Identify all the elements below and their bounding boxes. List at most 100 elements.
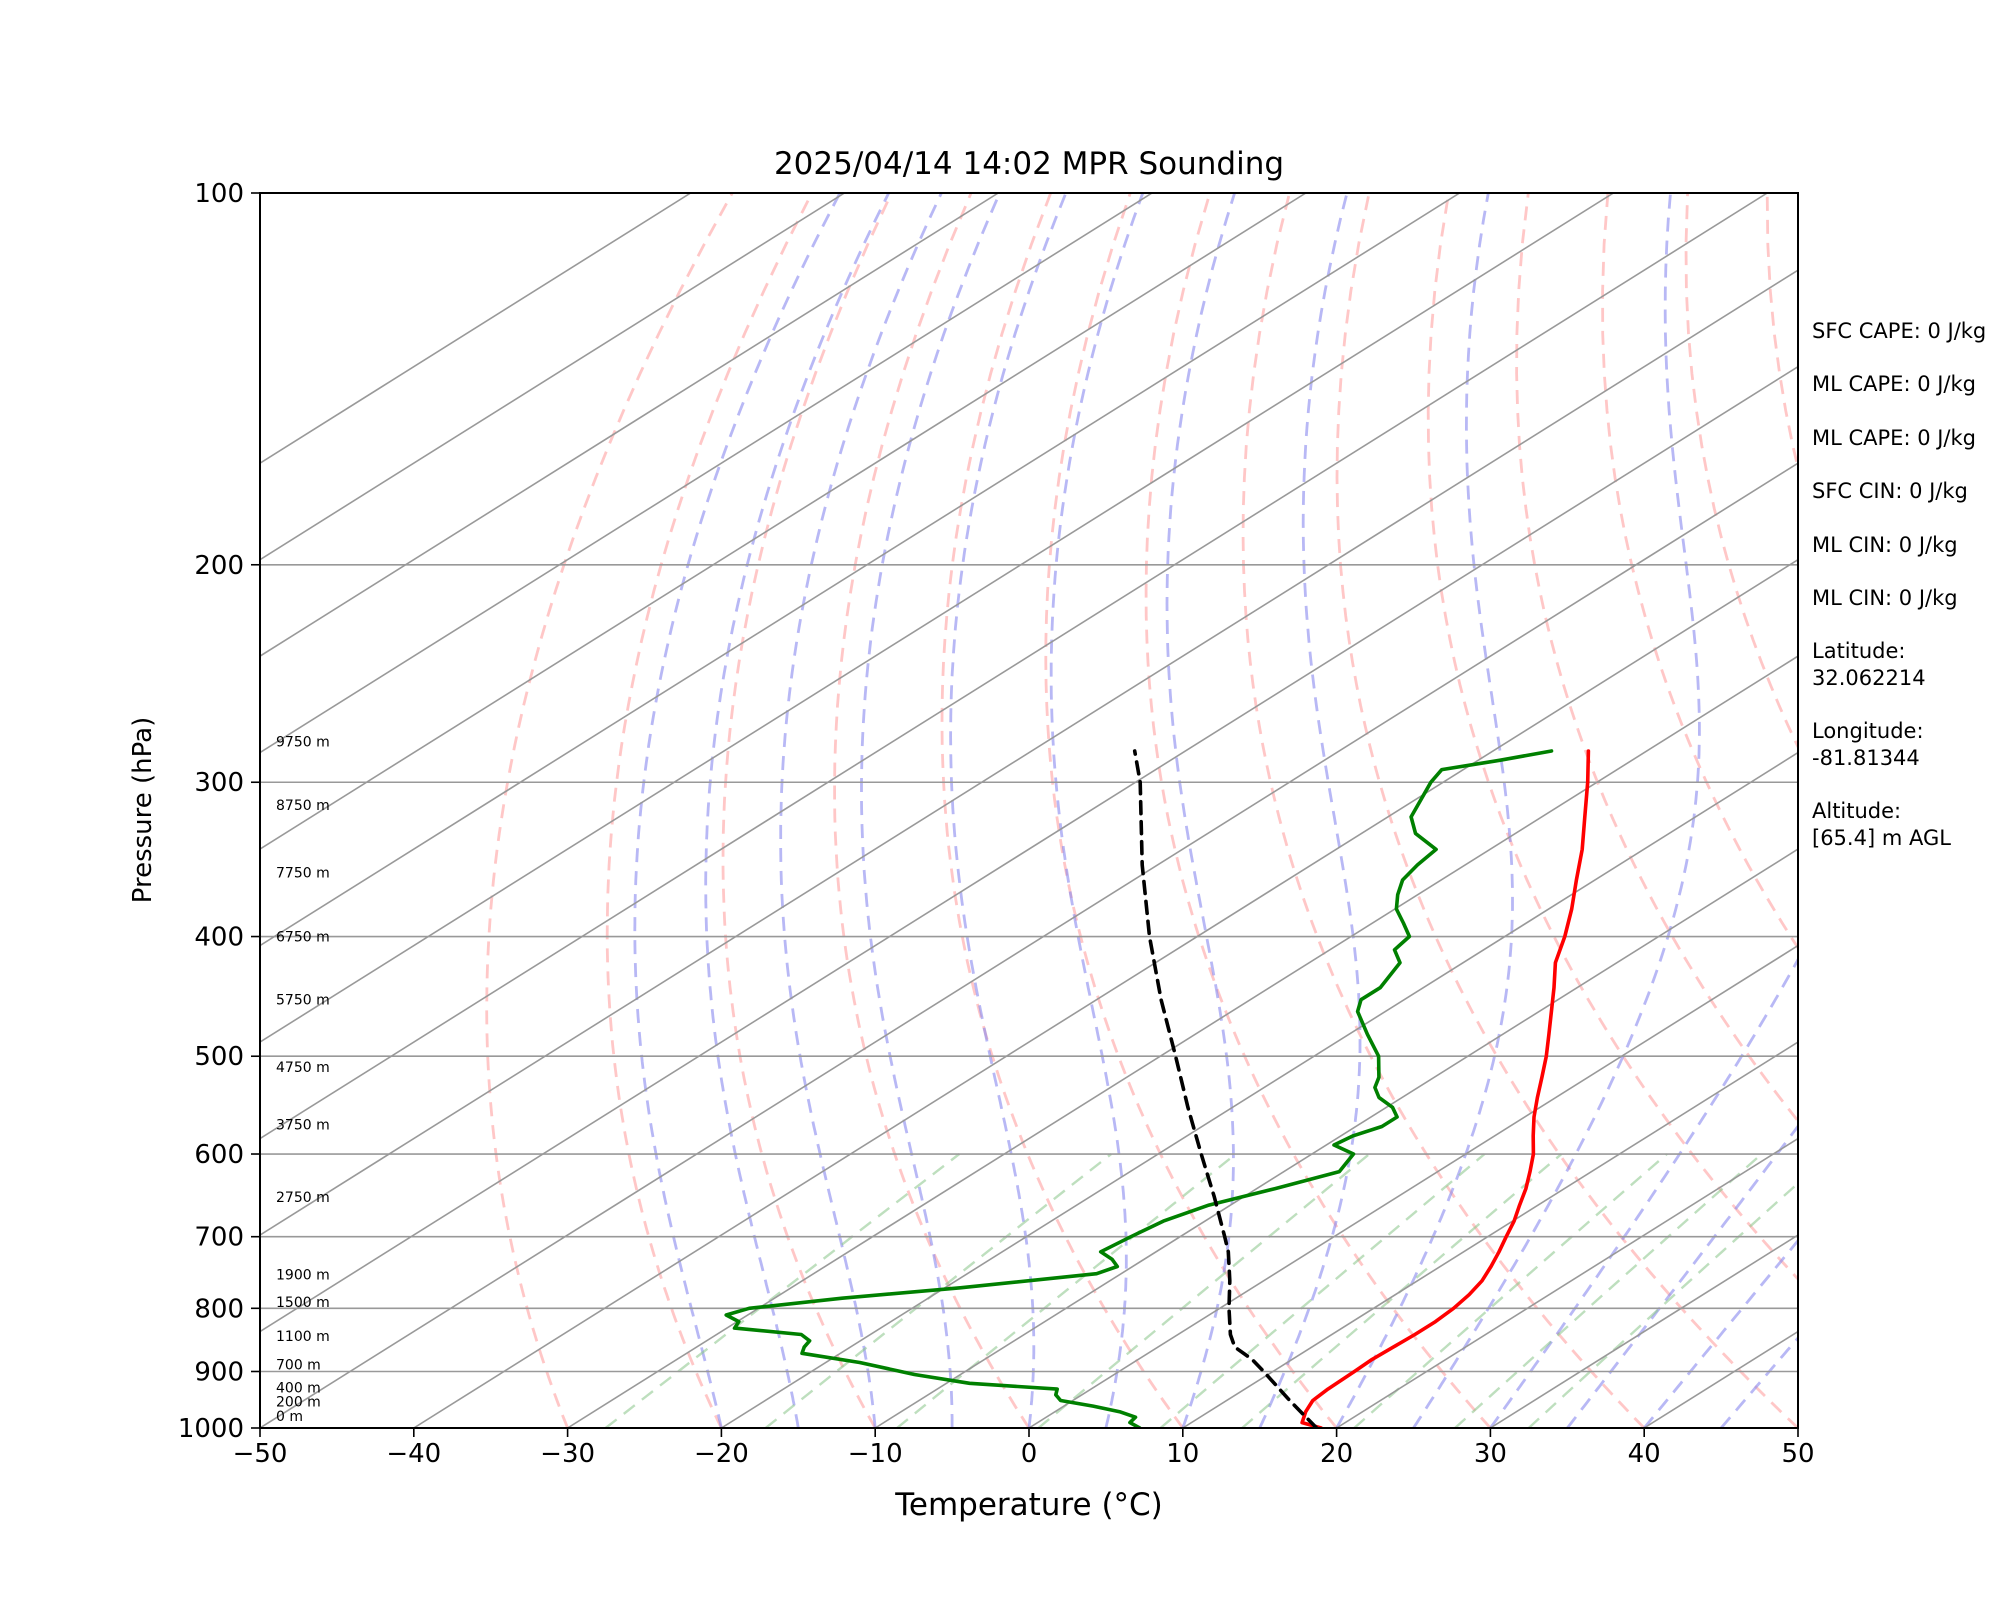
moist-adiabat-line (1258, 193, 1362, 1428)
isotherm-line (413, 558, 1798, 1428)
ml-cape-text: ML CAPE: 0 J/kg (1812, 426, 1977, 450)
longitude-text: Longitude: -81.81344 (1812, 719, 1924, 770)
altitude-text: Altitude: [65.4] m AGL (1812, 799, 1951, 850)
dry-adiabat-line (1144, 193, 1492, 1428)
x-tick-label: 40 (1628, 1439, 1661, 1469)
isotherm-line (260, 462, 1798, 1428)
dry-adiabat-line (485, 193, 734, 1428)
dry-adiabat-line (833, 193, 1031, 1428)
sfc-cape-text: SFC CAPE: 0 J/kg (1812, 319, 1987, 343)
moist-adiabat-line (704, 193, 890, 1428)
height-label: 3750 m (276, 1118, 330, 1134)
isotherm-line (260, 193, 999, 658)
isotherm-line (260, 193, 845, 561)
x-tick-label: −50 (233, 1439, 288, 1469)
isotherm-line (720, 751, 1798, 1428)
dry-adiabat-line (1426, 193, 1798, 1282)
y-tick-label: 500 (194, 1042, 244, 1072)
y-tick-label: 700 (194, 1223, 244, 1253)
dry-adiabat-line (1044, 193, 1338, 1428)
isotherm-line (260, 193, 692, 465)
y-axis-label: Pressure (hPa) (128, 717, 158, 904)
y-tick-label: 900 (194, 1357, 244, 1387)
isotherm-line (260, 269, 1798, 1236)
mixing-ratio-line (1159, 1153, 1486, 1428)
x-tick-label: 20 (1320, 1439, 1353, 1469)
dry-adiabat-line (1241, 193, 1646, 1428)
isotherm-line (260, 193, 1153, 754)
isotherms (260, 193, 1798, 1428)
y-tick-label: 300 (194, 768, 244, 798)
x-tick-label: 0 (1021, 1439, 1038, 1469)
moist-adiabat-line (633, 193, 842, 1428)
height-label: 200 m (276, 1395, 321, 1411)
dry-adiabat-line (1684, 193, 1798, 751)
moist-adiabat-line (1049, 193, 1145, 1428)
mixing-ratio-line (1037, 1153, 1371, 1428)
dry-adiabat-line (940, 193, 1184, 1428)
latitude-text: Latitude: 32.062214 (1812, 639, 1926, 690)
x-axis-ticks: −50 −40 −30 −20 −10 0 10 20 30 40 50 (233, 1428, 1815, 1469)
isotherm-line (260, 193, 1307, 851)
x-axis-label: Temperature (°C) (894, 1487, 1163, 1523)
height-label: 9750 m (276, 734, 330, 750)
y-tick-label: 400 (194, 923, 244, 953)
y-tick-label: 600 (194, 1140, 244, 1170)
height-label: 7750 m (276, 866, 330, 882)
mixing-ratio-line (1454, 1153, 1763, 1428)
isotherm-line (260, 193, 1461, 947)
pressure-gridlines (260, 193, 1798, 1428)
isotherm-line (1182, 1041, 1798, 1428)
plot-area (260, 193, 1798, 1428)
x-tick-label: −40 (386, 1439, 441, 1469)
ml-cape-text: ML CAPE: 0 J/kg (1812, 372, 1977, 396)
mixing-ratio-line (896, 1153, 1237, 1428)
dry-adiabat-line (1335, 193, 1798, 1428)
x-tick-label: −30 (540, 1439, 595, 1469)
height-labels: 9750 m 8750 m 7750 m 6750 m 5750 m 4750 m 3750… (276, 734, 330, 1425)
height-label: 8750 m (276, 798, 330, 814)
height-label: 1500 m (276, 1295, 330, 1311)
height-label: 1100 m (276, 1329, 330, 1345)
moist-adiabat-line (949, 193, 1068, 1428)
y-tick-label: 800 (194, 1294, 244, 1324)
ml-cin-text: ML CIN: 0 J/kg (1812, 533, 1958, 557)
moist-adiabat-line (779, 193, 943, 1428)
ml-cin-text: ML CIN: 0 J/kg (1812, 586, 1958, 610)
moist-adiabat-line (1335, 193, 1514, 1428)
height-label: 5750 m (276, 993, 330, 1009)
chart-title: 2025/04/14 14:02 MPR Sounding (774, 146, 1284, 182)
height-label: 1900 m (276, 1267, 330, 1283)
isotherm-line (1028, 944, 1798, 1428)
moist-adiabat-line (860, 193, 1001, 1428)
temperature-profile (1300, 749, 1591, 1428)
y-tick-label: 1000 (178, 1414, 244, 1444)
dry-adiabat-line (721, 193, 893, 1428)
parcel-path (1132, 749, 1319, 1428)
dry-adiabat-line (605, 193, 814, 1428)
dry-adiabat-line (1515, 193, 1798, 1124)
isotherm-line (260, 193, 1614, 1044)
isotherm-line (567, 655, 1798, 1428)
isotherm-line (1336, 1137, 1798, 1428)
isotherm-line (260, 193, 1768, 1140)
y-axis-ticks: 100 200 300 400 500 600 700 800 900 1000 (178, 179, 260, 1444)
height-label: 400 m (276, 1380, 321, 1396)
sounding-series (724, 749, 1591, 1428)
height-label: 4750 m (276, 1060, 330, 1076)
mixing-ratio-line (1241, 1153, 1563, 1428)
height-label: 700 m (276, 1357, 321, 1373)
mixing-ratio-line (1527, 1181, 1798, 1428)
mixing-ratio-lines (604, 1153, 1798, 1428)
dry-adiabats (485, 193, 1798, 1428)
moist-adiabat-line (1412, 193, 1701, 1428)
height-label: 2750 m (276, 1190, 330, 1206)
x-tick-label: 10 (1166, 1439, 1199, 1469)
height-label: 6750 m (276, 930, 330, 946)
y-tick-label: 200 (194, 551, 244, 581)
x-tick-label: 30 (1474, 1439, 1507, 1469)
x-tick-label: −20 (694, 1439, 749, 1469)
y-tick-label: 100 (194, 179, 244, 209)
isotherm-line (260, 365, 1798, 1333)
